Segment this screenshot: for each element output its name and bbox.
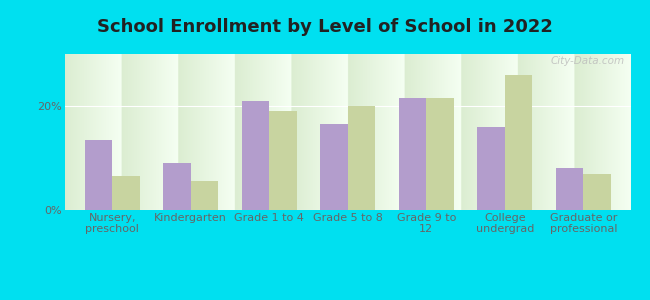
Bar — [584, 174, 611, 210]
Bar — [112, 176, 140, 210]
Text: School Enrollment by Level of School in 2022: School Enrollment by Level of School in … — [97, 18, 553, 36]
Bar — [269, 111, 296, 210]
Bar — [190, 182, 218, 210]
Bar — [505, 75, 532, 210]
Bar — [477, 127, 505, 210]
Bar — [163, 163, 190, 210]
Text: City-Data.com: City-Data.com — [551, 56, 625, 66]
Bar — [426, 98, 454, 210]
Bar — [399, 98, 426, 210]
Bar — [320, 124, 348, 210]
Bar — [556, 168, 584, 210]
Bar — [84, 140, 112, 210]
Bar — [242, 101, 269, 210]
Bar — [348, 106, 375, 210]
